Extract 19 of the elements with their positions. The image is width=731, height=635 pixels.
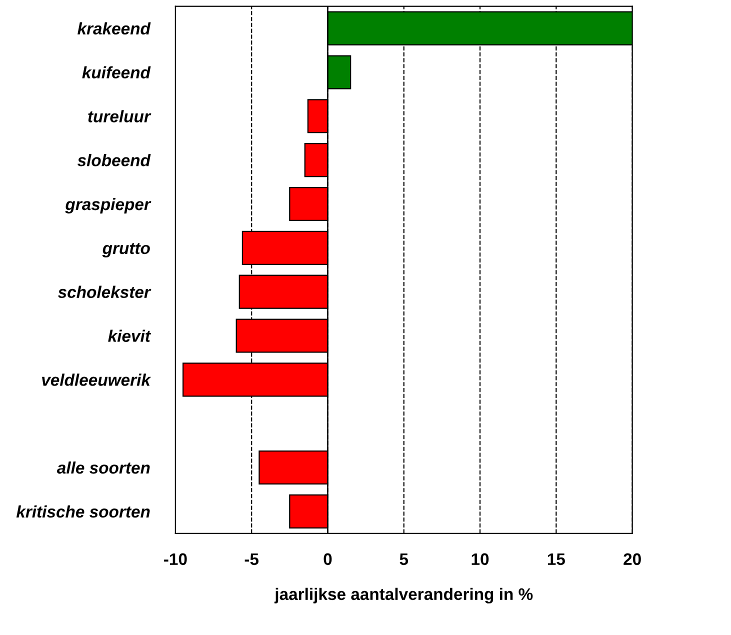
x-tick-label: 20 [624,553,641,566]
y-tick-label: veldleeuwerik [42,374,152,386]
y-tick-label: kritische soorten [16,505,150,518]
x-axis-title: jaarlijkse aantalverandering in % [274,588,533,604]
x-tick-label: 5 [400,553,408,566]
x-tick-label: 10 [472,553,489,566]
x-tick-label: -10 [164,553,187,566]
y-tick-label: scholekster [58,286,152,298]
x-tick-label: 0 [324,553,332,566]
x-tick-label: -5 [244,553,259,566]
y-tick-label: tureluur [88,110,152,122]
y-tick-label: kievit [108,330,152,342]
y-tick-label: grutto [102,243,150,258]
y-tick-label: alle soorten [56,461,150,474]
x-tick-label: 15 [548,553,565,566]
y-tick-label: kuifeend [82,66,151,78]
y-tick-label: graspieper [65,198,152,214]
y-tick-label: slobeend [77,154,151,166]
y-tick-label: krakeend [78,22,151,35]
